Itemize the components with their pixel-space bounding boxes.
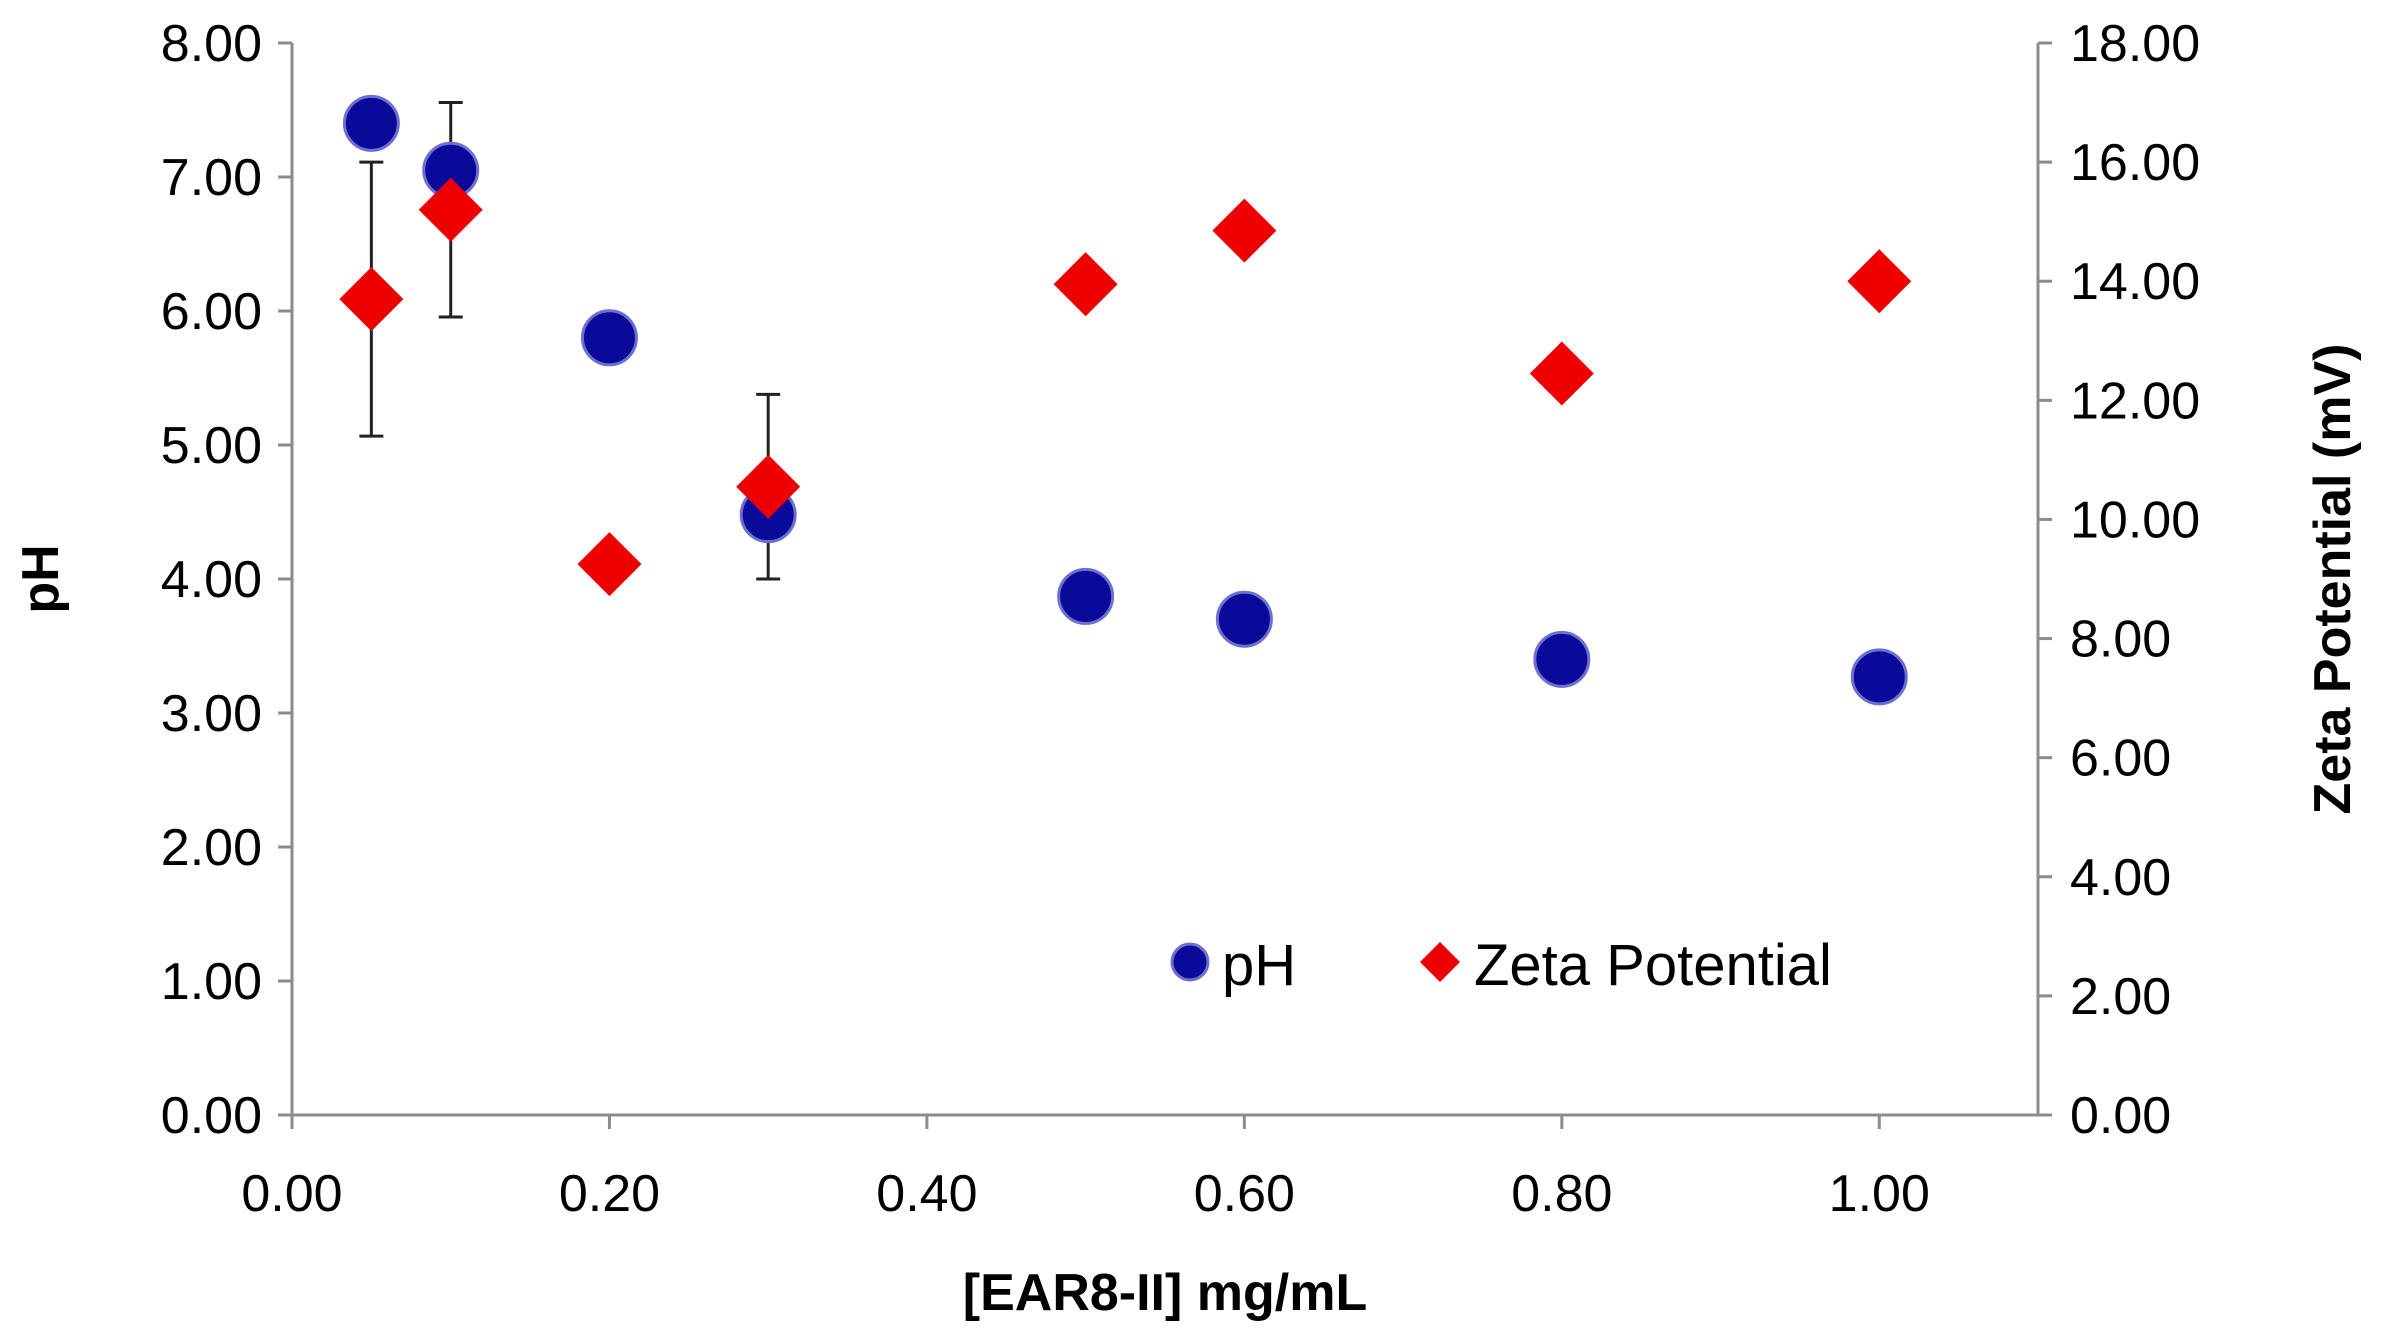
x-tick-label: 0.40 xyxy=(876,1165,977,1223)
y-axis-title: pH xyxy=(12,544,70,613)
y-tick-label: 1.00 xyxy=(161,953,262,1011)
y-tick-label: 6.00 xyxy=(161,283,262,341)
y2-axis-title: Zeta Potential (mV) xyxy=(2304,344,2362,815)
zeta-point xyxy=(1212,198,1277,263)
zeta-point xyxy=(418,177,483,242)
y2-tick-label: 10.00 xyxy=(2070,491,2200,549)
axes xyxy=(278,41,2052,1129)
legend-zeta-label: Zeta Potential xyxy=(1474,933,1832,998)
y-tick-label: 2.00 xyxy=(161,819,262,877)
y2-tick-label: 18.00 xyxy=(2070,15,2200,73)
y2-tick-label: 4.00 xyxy=(2070,849,2171,907)
y-tick-label: 7.00 xyxy=(161,149,262,207)
ph-point xyxy=(580,309,638,367)
data-points xyxy=(339,94,1912,706)
legend-ph-label: pH xyxy=(1222,933,1296,998)
legend: pH Zeta Potential xyxy=(1170,933,1832,998)
zeta-point xyxy=(339,267,404,332)
y2-tick-label: 12.00 xyxy=(2070,372,2200,430)
tick-labels: 0.00 0.20 0.40 0.60 0.80 1.00 0.00 1.00 2.00 3.00… xyxy=(161,15,2200,1223)
zeta-point xyxy=(736,454,801,519)
y2-tick-label: 14.00 xyxy=(2070,253,2200,311)
ph-point xyxy=(1215,590,1273,648)
y-tick-label: 4.00 xyxy=(161,551,262,609)
legend-ph-marker xyxy=(1170,942,1210,982)
zeta-point xyxy=(1847,249,1912,314)
y2-tick-label: 8.00 xyxy=(2070,611,2171,669)
y2-tick-label: 2.00 xyxy=(2070,968,2171,1026)
y2-tick-label: 6.00 xyxy=(2070,730,2171,788)
ph-point xyxy=(1850,648,1908,706)
zeta-point xyxy=(1529,341,1594,406)
x-tick-label: 0.80 xyxy=(1511,1165,1612,1223)
y-tick-label: 5.00 xyxy=(161,417,262,475)
x-tick-label: 0.20 xyxy=(559,1165,660,1223)
y-tick-label: 8.00 xyxy=(161,15,262,73)
y2-tick-label: 0.00 xyxy=(2070,1087,2171,1145)
ph-point xyxy=(342,94,400,152)
zeta-point xyxy=(1053,252,1118,317)
y-tick-label: 3.00 xyxy=(161,685,262,743)
y-tick-label: 0.00 xyxy=(161,1087,262,1145)
y2-tick-label: 16.00 xyxy=(2070,134,2200,192)
x-tick-label: 0.60 xyxy=(1194,1165,1295,1223)
axis-titles: [EAR8-II] mg/mL pH Zeta Potential (mV) xyxy=(12,344,2362,1322)
x-axis-title: [EAR8-II] mg/mL xyxy=(963,1264,1367,1322)
ph-point xyxy=(1533,630,1591,688)
x-tick-label: 1.00 xyxy=(1829,1165,1930,1223)
legend-zeta-marker xyxy=(1420,942,1460,982)
x-tick-label: 0.00 xyxy=(241,1165,342,1223)
ph-point xyxy=(1057,567,1115,625)
zeta-point xyxy=(577,532,642,597)
